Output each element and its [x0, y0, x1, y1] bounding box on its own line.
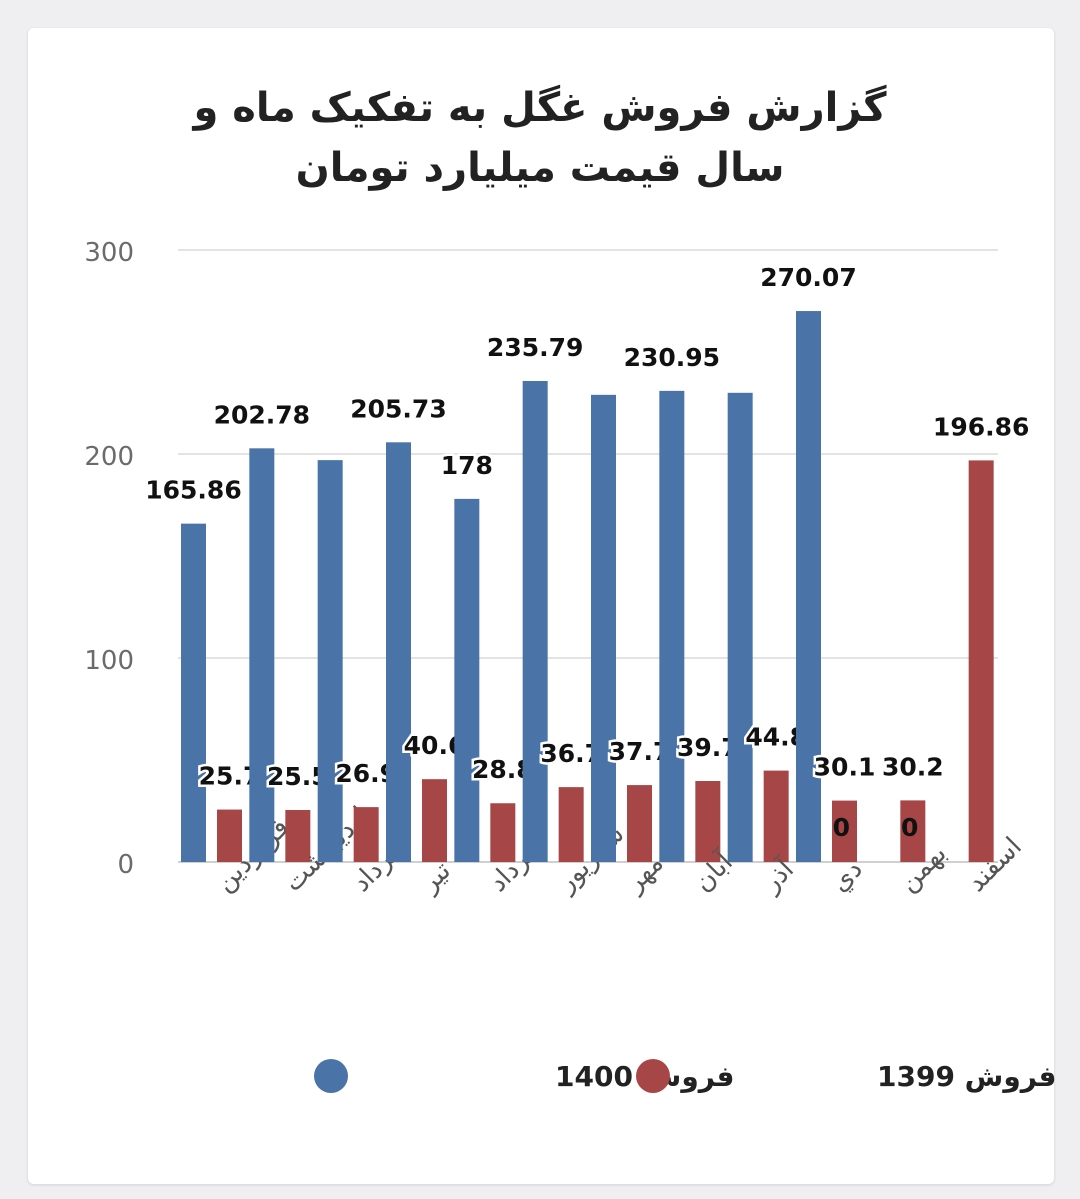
x-tick-label: دي — [825, 854, 869, 898]
bar-s0-7 — [659, 390, 685, 862]
legend-label-1: فروش 1399 — [877, 1060, 1056, 1093]
bar-s0-3 — [386, 442, 411, 862]
bar-s0-8 — [727, 392, 753, 862]
bar-s0-2 — [317, 460, 343, 862]
zero-label: 0 — [901, 813, 918, 842]
bar-s1-7 — [695, 781, 721, 862]
bar-s0-0 — [181, 523, 206, 862]
data-label: 30.2 — [882, 752, 944, 781]
data-label: 230.95 — [624, 343, 720, 372]
legend-marker-0 — [314, 1059, 348, 1093]
data-label: 30.1 — [814, 753, 876, 782]
bar-s1-11 — [968, 460, 994, 862]
bar-s0-4 — [454, 498, 480, 862]
bar-s1-10 — [900, 800, 926, 862]
data-label: 270.07 — [760, 263, 856, 292]
data-label: 165.86 — [145, 476, 241, 505]
data-label: 205.73 — [350, 394, 446, 423]
y-tick-label: 0 — [117, 850, 134, 880]
bar-s1-5 — [558, 787, 584, 862]
data-label: 178 — [441, 451, 493, 480]
data-label: 235.79 — [487, 333, 583, 362]
bar-s1-4 — [490, 803, 516, 862]
data-label: 196.86 — [933, 412, 1029, 441]
chart-title: گزارش فروش غگل به تفکیک ماه و سال قیمت م… — [193, 85, 887, 191]
x-tick-label: آذر — [754, 852, 801, 899]
y-tick-label: 100 — [84, 646, 134, 676]
data-label: 202.78 — [214, 400, 310, 429]
y-tick-label: 200 — [84, 442, 134, 472]
bar-s0-6 — [591, 394, 616, 862]
y-tick-label: 300 — [84, 238, 134, 268]
zero-label: 0 — [833, 813, 850, 842]
bar-s1-1 — [285, 809, 311, 862]
bar-s1-3 — [422, 779, 447, 862]
bar-s1-0 — [217, 809, 242, 862]
bar-s1-9 — [832, 800, 857, 862]
legend-marker-1 — [636, 1059, 670, 1093]
bar-s0-5 — [522, 380, 548, 862]
bar-s1-8 — [763, 770, 789, 862]
bar-s0-9 — [796, 311, 821, 862]
bar-s1-2 — [353, 807, 379, 862]
bar-s0-1 — [249, 448, 275, 862]
bar-s1-6 — [627, 785, 652, 862]
